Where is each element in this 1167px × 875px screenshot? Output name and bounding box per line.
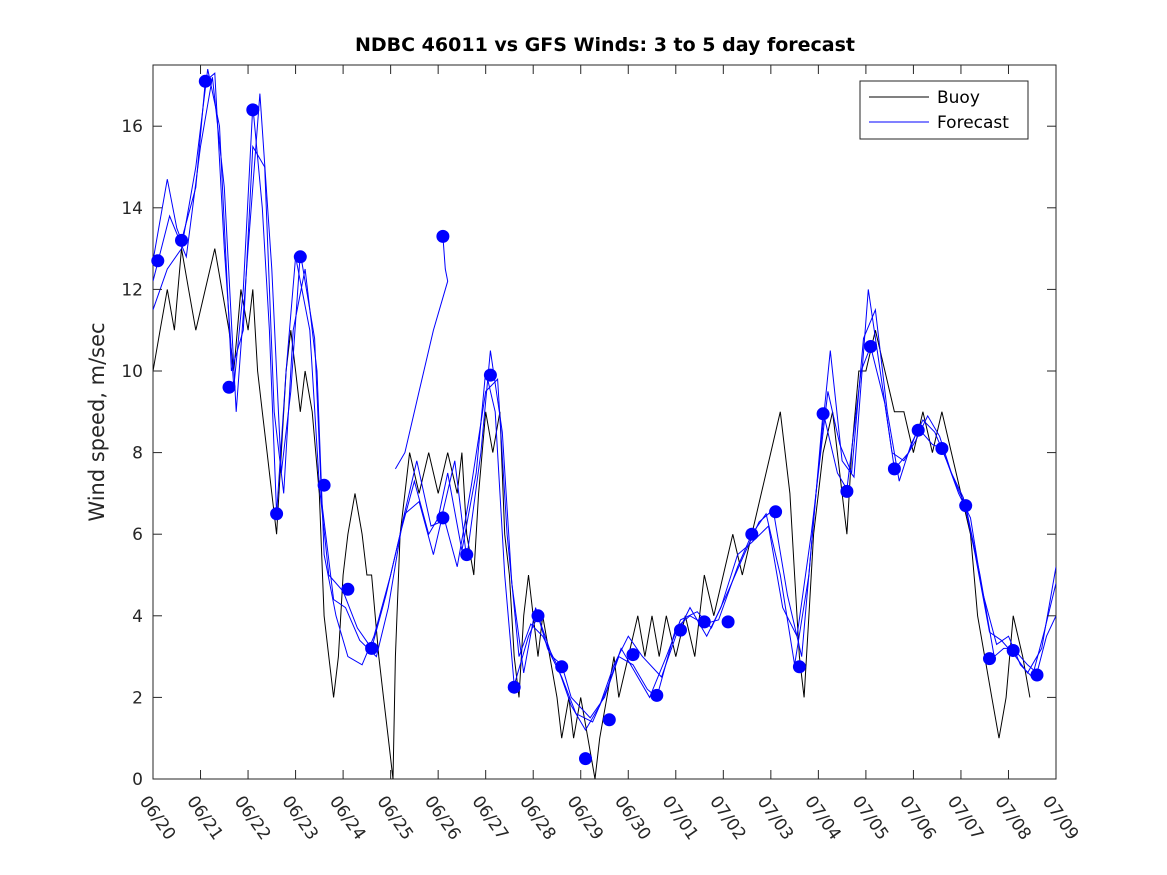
forecast-marker-7	[293, 250, 307, 264]
y-tick-label: 4	[132, 607, 143, 627]
forecast-marker-2	[175, 233, 188, 247]
forecast-marker-36	[1006, 644, 1020, 657]
forecast-marker-15	[507, 680, 521, 694]
forecast-marker-21	[650, 688, 664, 702]
series-line-forecast-3	[153, 77, 1056, 723]
forecast-marker-29	[840, 484, 854, 498]
series-line-forecast-outlier	[394, 236, 449, 470]
forecast-marker-5	[246, 103, 260, 117]
forecast-marker-9	[341, 582, 355, 596]
forecast-marker-32	[911, 423, 925, 437]
forecast-marker-1	[151, 254, 165, 268]
forecast-marker-14	[483, 368, 497, 382]
series-line-forecast-2	[153, 68, 1056, 731]
forecast-marker-16	[531, 609, 545, 623]
y-tick-label: 6	[132, 525, 143, 545]
forecast-marker-19	[602, 713, 616, 727]
forecast-marker-10	[365, 641, 379, 655]
forecast-marker-4	[222, 380, 236, 394]
forecast-marker-3	[198, 74, 212, 88]
y-axis-ticks: 0 2 4 6 8 10 12 14 16	[121, 117, 1056, 790]
plot-area	[151, 64, 1057, 780]
forecast-marker-23	[697, 615, 711, 629]
legend: Buoy Forecast	[859, 80, 1029, 140]
forecast-marker-20	[626, 648, 640, 662]
chart-title: NDBC 46011 vs GFS Winds: 3 to 5 day fore…	[355, 34, 855, 56]
y-tick-label: 12	[121, 280, 143, 300]
legend-box	[859, 80, 1029, 140]
y-tick-label: 10	[121, 362, 143, 382]
forecast-marker-28	[816, 407, 830, 421]
y-tick-label: 8	[132, 444, 143, 464]
forecast-marker-30	[864, 340, 878, 353]
axes-box	[152, 64, 1057, 780]
y-axis-label: Wind speed, m/sec	[85, 322, 109, 521]
forecast-marker-17	[555, 660, 569, 674]
forecast-marker-13	[460, 548, 474, 562]
forecast-marker-25	[745, 527, 759, 541]
legend-label-buoy: Buoy	[937, 88, 980, 108]
y-tick-label: 16	[121, 117, 143, 137]
forecast-marker-35	[983, 652, 996, 666]
series-layer	[153, 68, 1056, 779]
y-tick-label: 0	[132, 770, 143, 790]
forecast-marker-34	[959, 499, 973, 513]
forecast-marker-27	[792, 660, 806, 674]
legend-label-forecast: Forecast	[937, 113, 1009, 133]
forecast-marker-33	[935, 442, 949, 455]
forecast-marker-26	[769, 505, 783, 519]
forecast-marker-11	[436, 229, 450, 243]
forecast-marker-24	[721, 615, 735, 629]
forecast-marker-31	[887, 462, 901, 476]
forecast-marker-8	[317, 478, 331, 492]
forecast-marker-22	[674, 623, 687, 637]
forecast-marker-37	[1030, 668, 1044, 682]
y-tick-label: 2	[132, 688, 143, 708]
forecast-marker-18	[579, 752, 592, 766]
forecast-marker-12	[436, 511, 450, 525]
marker-layer	[151, 74, 1044, 766]
y-tick-label: 14	[121, 199, 143, 219]
forecast-marker-6	[270, 507, 284, 521]
